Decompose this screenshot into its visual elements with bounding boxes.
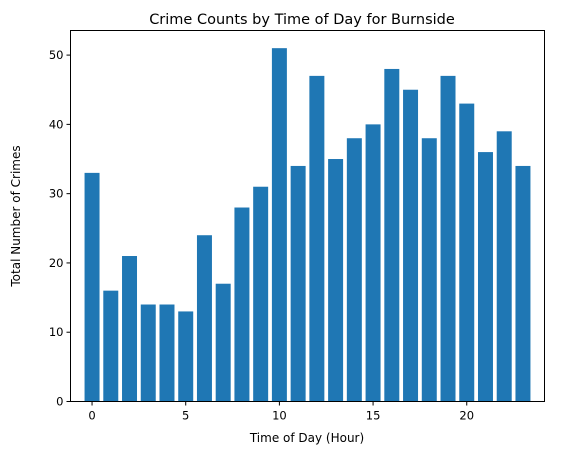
y-axis-ticks: 0 10 20 30 40 50: [49, 48, 71, 409]
bar-hour-13: [328, 159, 344, 402]
chart-title: Crime Counts by Time of Day for Burnside: [149, 12, 455, 28]
bar-hour-21: [477, 152, 493, 402]
x-tick-label: 5: [182, 409, 189, 423]
bar-hour-18: [421, 138, 437, 402]
bar-hour-12: [309, 75, 325, 402]
bar-hour-8: [234, 207, 250, 402]
x-tick-label: 15: [366, 409, 381, 423]
bar-hour-16: [384, 68, 400, 402]
bar-hour-20: [459, 103, 475, 402]
bar-hour-0: [84, 172, 100, 402]
x-tick-label: 0: [88, 409, 95, 423]
bar-hour-1: [103, 290, 119, 402]
x-axis-label: Time of Day (Hour): [249, 431, 364, 445]
bar-hour-14: [346, 138, 362, 402]
bar-hour-11: [290, 165, 306, 402]
bar-hour-7: [215, 283, 231, 402]
bar-hour-15: [365, 124, 381, 402]
bar-hour-3: [140, 304, 156, 402]
x-tick-label: 10: [272, 409, 287, 423]
bar-hour-10: [271, 48, 287, 402]
bar-hour-23: [515, 165, 531, 402]
bar-hour-4: [159, 304, 175, 402]
bar-hour-19: [440, 75, 456, 402]
y-tick-label: 0: [56, 395, 63, 409]
y-tick-label: 50: [49, 48, 64, 62]
bar-hour-22: [496, 131, 512, 402]
bar-hour-6: [196, 235, 212, 402]
y-tick-label: 20: [49, 256, 64, 270]
y-tick-label: 30: [49, 187, 64, 201]
bar-hour-2: [122, 256, 138, 402]
x-tick-label: 20: [459, 409, 474, 423]
bar-hour-9: [253, 186, 269, 402]
y-tick-label: 40: [49, 117, 64, 131]
bar-hour-5: [178, 311, 194, 402]
y-tick-label: 10: [49, 325, 64, 339]
x-axis-ticks: 0 5 10 15 20: [88, 401, 474, 423]
y-axis-label: Total Number of Crimes: [9, 145, 23, 287]
bar-hour-17: [403, 89, 419, 402]
plot-frame: [70, 30, 545, 402]
bars-group: [84, 48, 531, 402]
